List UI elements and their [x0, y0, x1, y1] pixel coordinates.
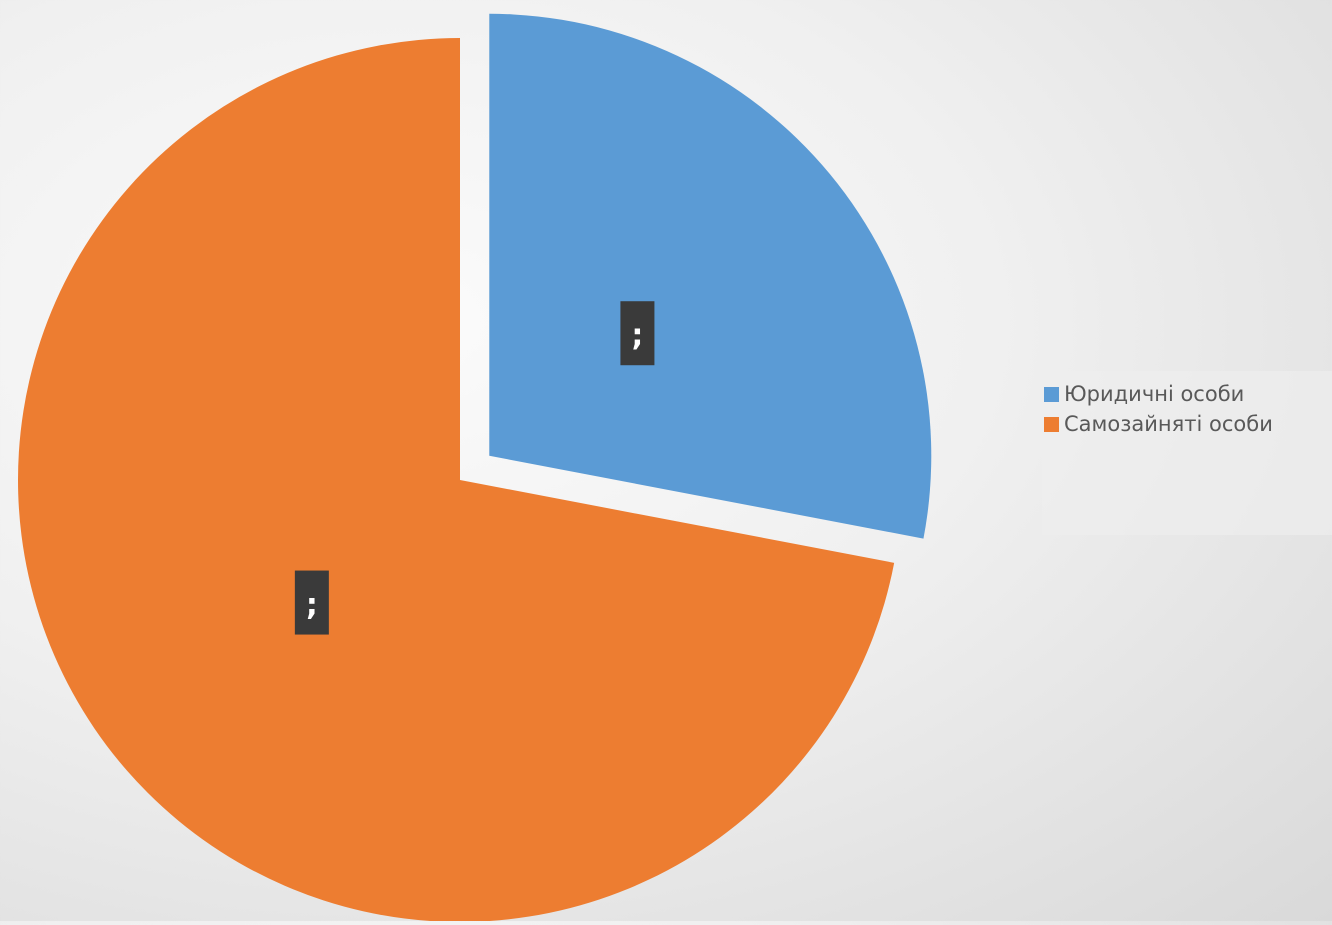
legend-label-legal-entities: Юридичні особи	[1064, 382, 1245, 406]
data-label-box-legal-entities	[620, 301, 655, 366]
pie-slice-legal-entities	[489, 13, 932, 539]
pie-slice-self-employed	[17, 38, 895, 922]
data-label-legal-entities: ;	[620, 301, 655, 366]
chart-legend: Юридичні особи Самозайняті особи	[1042, 371, 1332, 535]
data-label-box-self-employed	[294, 570, 329, 635]
data-label-text-legal-entities: ;	[631, 318, 643, 353]
legend-swatch-legal-entities	[1044, 386, 1059, 402]
data-label-self-employed: ;	[294, 570, 329, 635]
legend-item-self-employed: Самозайняті особи	[1044, 409, 1332, 439]
data-label-text-self-employed: ;	[306, 588, 318, 623]
legend-item-legal-entities: Юридичні особи	[1044, 379, 1332, 409]
legend-swatch-self-employed	[1044, 416, 1059, 432]
legend-label-self-employed: Самозайняті особи	[1064, 412, 1273, 436]
